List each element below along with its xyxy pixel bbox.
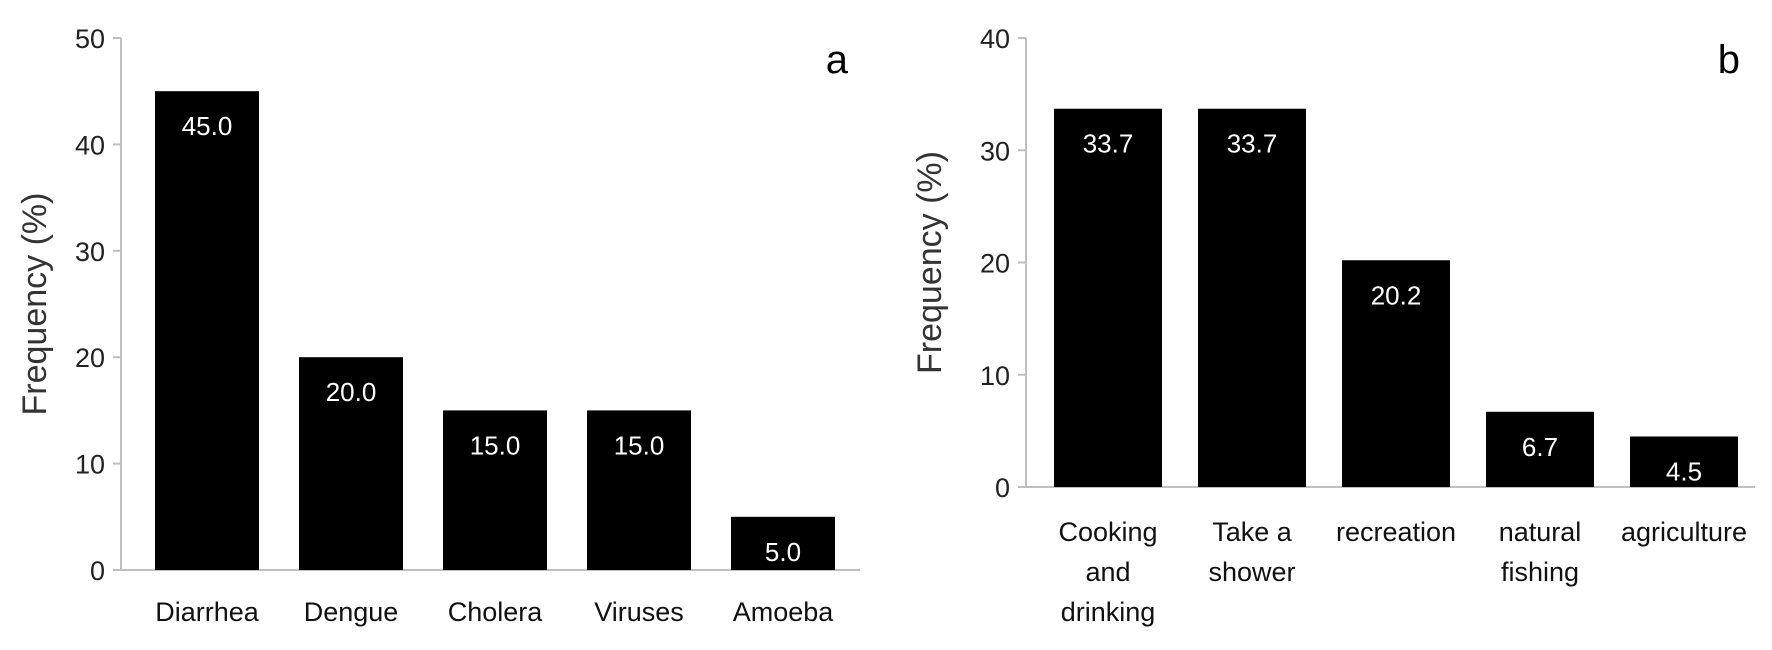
panel-label: a xyxy=(826,38,849,82)
x-category-label: Viruses xyxy=(594,597,684,627)
x-category-label: Take a xyxy=(1212,517,1293,547)
bar xyxy=(1630,436,1738,487)
y-tick-label: 20 xyxy=(75,343,105,373)
bar-value-label: 15.0 xyxy=(614,430,665,460)
bar xyxy=(1342,260,1450,487)
x-category-label: drinking xyxy=(1061,597,1156,627)
y-tick-label: 30 xyxy=(980,136,1010,166)
x-category-label: and xyxy=(1085,557,1130,587)
bar-value-label: 15.0 xyxy=(470,430,521,460)
x-category-label: Cholera xyxy=(448,597,544,627)
x-category-label: recreation xyxy=(1336,517,1456,547)
bar-value-label: 5.0 xyxy=(765,537,801,567)
y-tick-label: 30 xyxy=(75,237,105,267)
bar xyxy=(1486,411,1594,487)
bar xyxy=(587,410,691,570)
bar xyxy=(1198,108,1306,487)
y-axis-label: Frequency (%) xyxy=(911,151,949,374)
bar xyxy=(731,516,835,570)
x-category-label: Diarrhea xyxy=(155,597,260,627)
bar-value-label: 20.2 xyxy=(1371,280,1422,310)
y-tick-label: 0 xyxy=(995,473,1010,503)
y-tick-label: 10 xyxy=(75,450,105,480)
bar xyxy=(1054,108,1162,487)
y-tick-label: 20 xyxy=(980,249,1010,279)
panel-label: b xyxy=(1718,38,1740,82)
chart-panel-b: 0 10 20 30 40 Frequency (%) b 33.7 Cooking and dri… xyxy=(911,24,1755,627)
bar-value-label: 6.7 xyxy=(1522,432,1558,462)
x-category-label: Amoeba xyxy=(733,597,835,627)
y-tick-label: 0 xyxy=(90,556,105,586)
bar-value-label: 45.0 xyxy=(182,111,233,141)
x-category-label: fishing xyxy=(1501,557,1579,587)
chart-panel-a: 0 10 20 30 40 50 Frequency (%) a 45.0 Diarrhea 20.… xyxy=(16,24,860,627)
bar-value-label: 4.5 xyxy=(1666,456,1702,486)
bar-value-label: 33.7 xyxy=(1083,129,1134,159)
x-category-label: Dengue xyxy=(304,597,399,627)
y-axis-label: Frequency (%) xyxy=(16,193,54,416)
y-tick-label: 40 xyxy=(980,24,1010,54)
x-category-label: Cooking xyxy=(1058,517,1157,547)
x-category-label: agriculture xyxy=(1621,517,1747,547)
bar-value-label: 20.0 xyxy=(326,377,377,407)
x-category-label: shower xyxy=(1208,557,1295,587)
y-tick-label: 50 xyxy=(75,24,105,54)
x-category-label: natural xyxy=(1499,517,1582,547)
bar xyxy=(155,91,259,570)
bar xyxy=(443,410,547,570)
bar xyxy=(299,357,403,570)
bar-value-label: 33.7 xyxy=(1227,129,1278,159)
y-tick-label: 40 xyxy=(75,130,105,160)
y-tick-label: 10 xyxy=(980,361,1010,391)
